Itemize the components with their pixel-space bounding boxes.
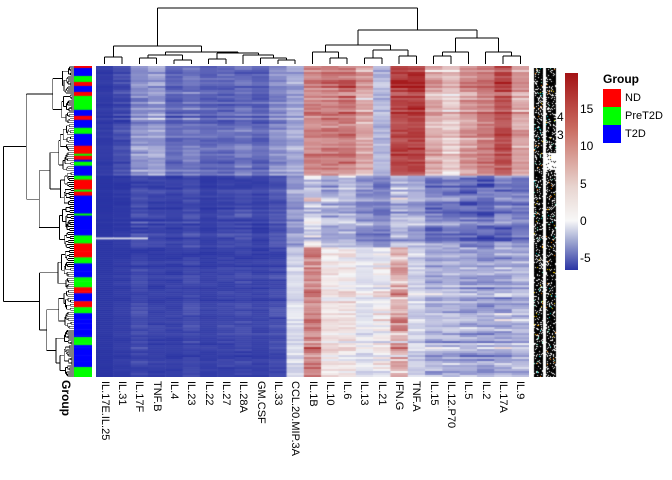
- colorbar-tick-label: -5: [580, 251, 591, 265]
- stray-row-label: 3: [557, 128, 564, 142]
- column-label: IL.12.P70: [445, 381, 458, 429]
- column-label: IL.21: [375, 381, 388, 406]
- colorbar-tick-label: 5: [580, 176, 587, 191]
- column-label: IL.1B: [306, 381, 319, 407]
- legend-label: ND: [625, 92, 641, 104]
- stray-row-label: 4: [557, 110, 564, 124]
- row-labels-overlapped: [533, 68, 559, 377]
- legend-item: T2D: [603, 125, 663, 143]
- column-dendrogram: [104, 7, 521, 64]
- column-label: IL.31: [115, 381, 128, 406]
- column-label: IL.4: [167, 381, 180, 400]
- column-label: IL.2: [479, 381, 492, 400]
- legend-swatch-nd: [603, 89, 621, 107]
- column-label: IL.17E.IL.25: [98, 381, 111, 441]
- column-label: TNF.B: [150, 381, 163, 412]
- column-label: IL.27: [219, 381, 232, 406]
- column-label: IL.17F: [133, 381, 146, 413]
- legend-swatch-t2d: [603, 125, 621, 143]
- colorbar-tick-label: 0: [580, 213, 587, 228]
- row-dendrogram: [3, 66, 74, 377]
- column-label: IL.13: [358, 381, 371, 406]
- column-label: IL.22: [202, 381, 215, 406]
- legend-item: PreT2D: [603, 107, 663, 125]
- legend-label: T2D: [625, 128, 646, 140]
- row-annotation-bar: [74, 66, 92, 377]
- legend-item: ND: [603, 89, 663, 107]
- row-annotation-title: Group: [59, 380, 73, 416]
- colorbar-tick-label: 10: [580, 139, 594, 154]
- group-legend: Group ND PreT2D T2D: [603, 72, 663, 143]
- column-label: CCL.20.MIP.3A: [289, 381, 302, 457]
- column-label: IL.5: [462, 381, 475, 400]
- legend-swatch-pret2d: [603, 107, 621, 125]
- column-label: IL.9: [514, 381, 527, 400]
- column-label: IL.17A: [497, 381, 510, 413]
- legend-label: PreT2D: [625, 110, 663, 122]
- colorbar: [565, 73, 578, 270]
- colorbar-tick-label: 15: [580, 102, 594, 116]
- column-label: IFN.G: [393, 381, 406, 411]
- column-label: IL.28A: [237, 381, 250, 413]
- legend-title: Group: [603, 72, 639, 86]
- column-label: IL.6: [341, 381, 354, 400]
- column-label: GM.CSF: [254, 381, 267, 424]
- column-label: TNF.A: [410, 381, 423, 412]
- column-label: IL.23: [185, 381, 198, 406]
- column-label: IL.10: [323, 381, 336, 406]
- column-label: IL.33: [271, 381, 284, 406]
- column-label: IL.15: [427, 381, 440, 406]
- heatmap-canvas: [96, 66, 529, 377]
